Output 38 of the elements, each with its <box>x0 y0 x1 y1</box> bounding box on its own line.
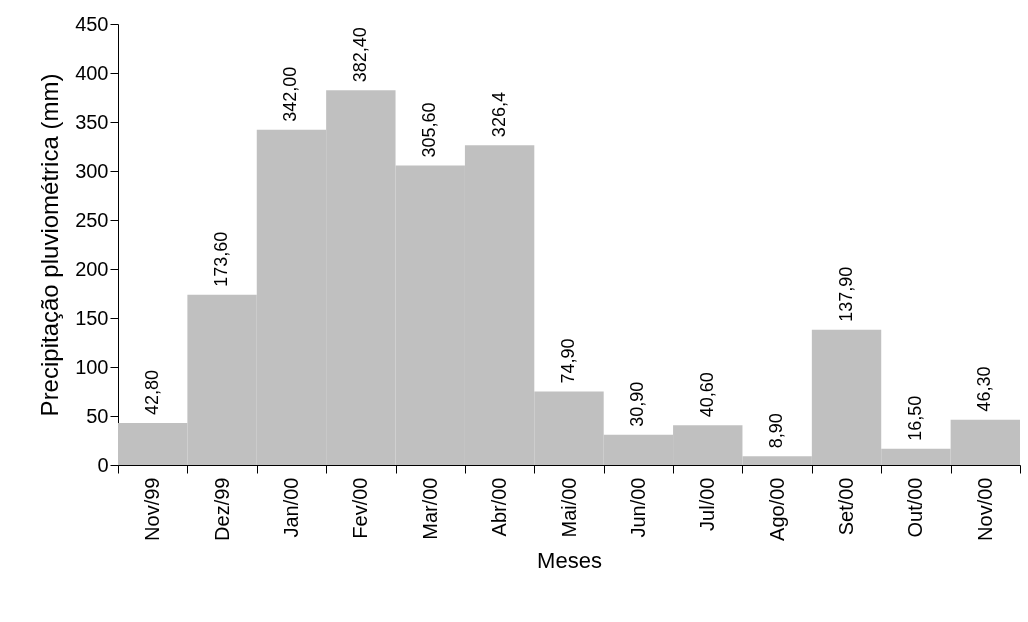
data-label: 8,90 <box>766 413 787 449</box>
y-tick-label: 50 <box>86 404 109 427</box>
data-label: 326,4 <box>488 92 509 138</box>
data-label: 382,40 <box>349 27 370 83</box>
data-label: 46,30 <box>974 366 995 412</box>
x-tick-label: Abr/00 <box>488 477 511 537</box>
x-tick-label: Nov/00 <box>973 477 996 541</box>
x-tick-label: Set/00 <box>835 477 858 536</box>
x-tick-label: Dez/99 <box>210 477 233 541</box>
y-tick-label: 100 <box>75 355 109 378</box>
y-tick-label: 150 <box>75 306 109 329</box>
y-tick-label: 400 <box>75 61 109 84</box>
x-tick-label: Fev/00 <box>349 477 372 539</box>
data-label: 30,90 <box>627 381 648 427</box>
data-label: 42,80 <box>141 370 162 416</box>
x-tick-label: Jul/00 <box>696 477 719 531</box>
data-label: 173,60 <box>211 231 232 287</box>
y-tick-label: 300 <box>75 159 109 182</box>
data-label: 137,90 <box>835 266 856 322</box>
x-tick-label: Mai/00 <box>557 477 580 538</box>
data-label: 16,50 <box>904 395 925 441</box>
y-tick-label: 350 <box>75 110 109 133</box>
data-label: 342,00 <box>280 66 301 122</box>
x-tick-label: Ago/00 <box>765 477 788 541</box>
x-tick-label: Jun/00 <box>626 477 649 538</box>
data-label: 74,90 <box>558 338 578 384</box>
y-axis-title: Precipitação pluviométrica (mm) <box>36 73 64 417</box>
x-tick-label: Nov/99 <box>141 477 164 541</box>
x-tick-label: Jan/00 <box>279 477 302 538</box>
x-axis-title: Meses <box>537 547 602 573</box>
y-tick-label: 450 <box>75 12 109 35</box>
data-label: 40,60 <box>696 372 717 418</box>
x-tick-label: Out/00 <box>904 477 927 538</box>
x-tick-label: Mar/00 <box>418 477 441 540</box>
y-tick-label: 250 <box>75 208 109 231</box>
data-label: 305,60 <box>419 102 440 158</box>
y-tick-label: 0 <box>97 453 109 476</box>
y-tick-label: 200 <box>75 257 109 280</box>
